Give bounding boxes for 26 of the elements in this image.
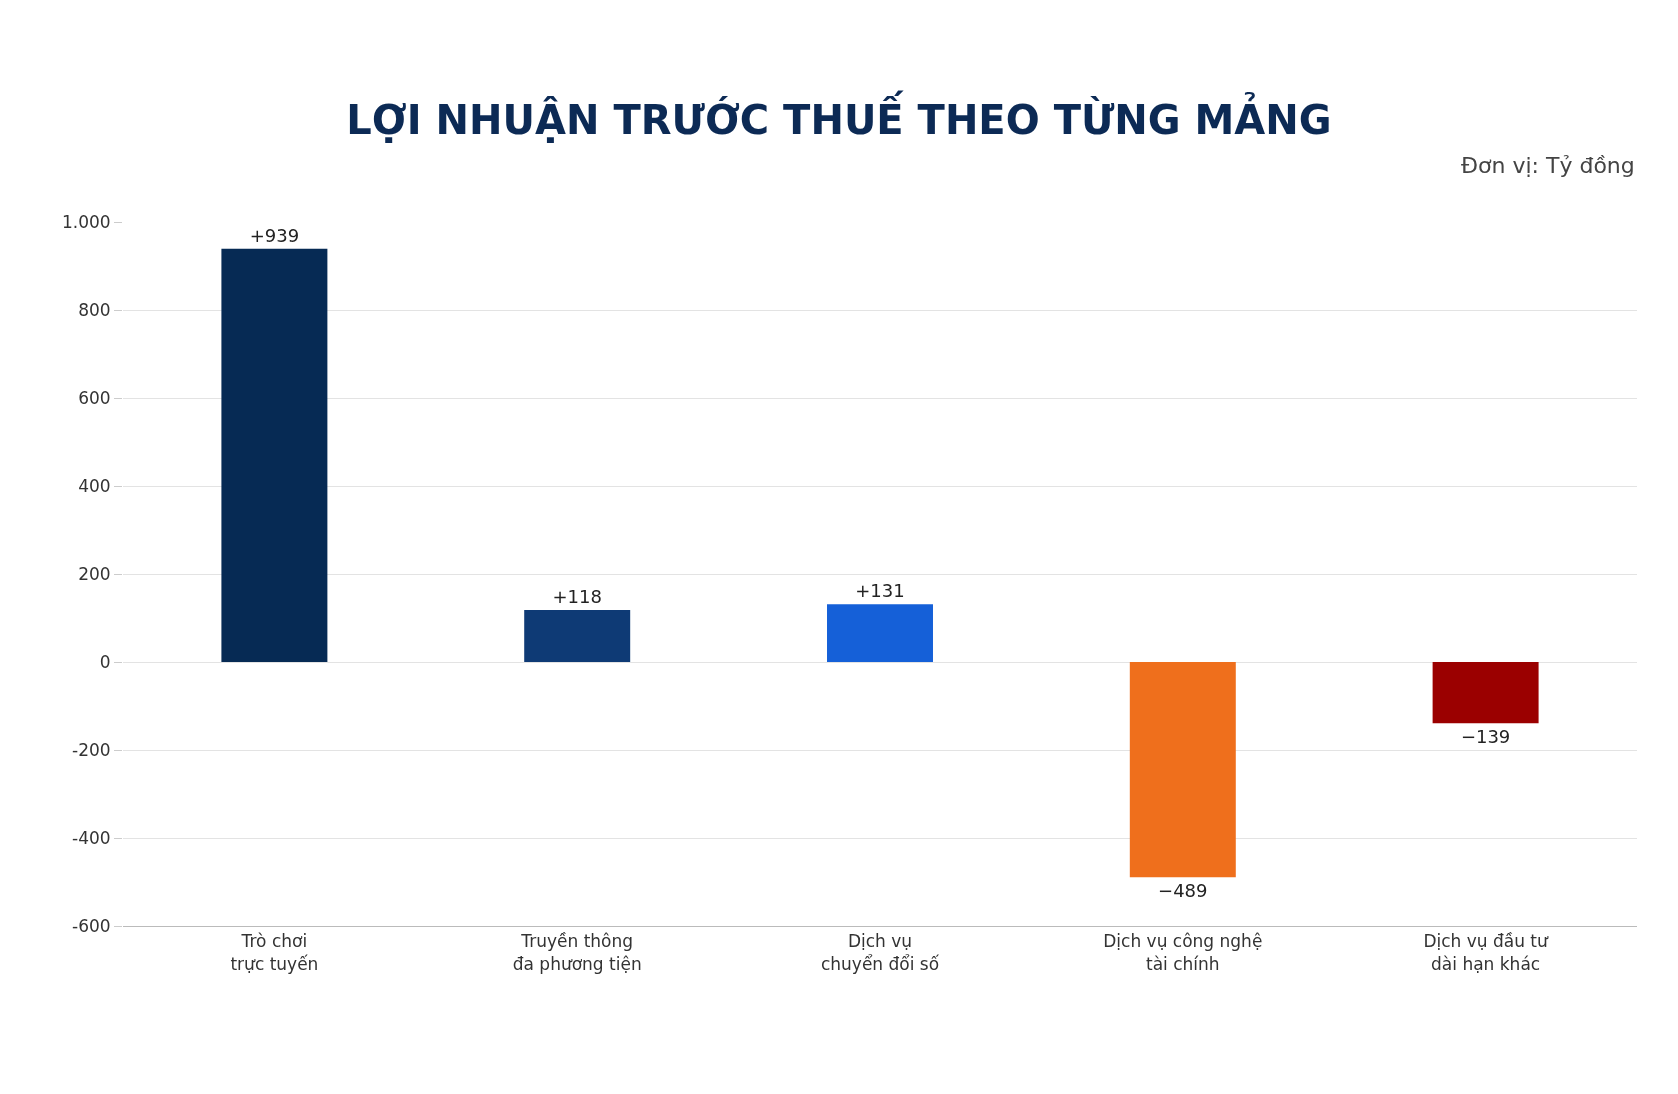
data-label: +131 [855, 580, 905, 602]
y-tick-label: -200 [72, 739, 111, 760]
y-tick-label: 0 [99, 651, 111, 672]
y-tick-label: 1.000 [61, 211, 111, 232]
x-tick-label: Dịch vụ chuyển đổi số [820, 931, 940, 974]
x-tick-label: Dịch vụ đầu tư dài hạn khác [1423, 931, 1550, 974]
data-label: +118 [552, 586, 602, 608]
bar [1129, 662, 1236, 878]
chart-title: LỢI NHUẬN TRƯỚC THUẾ THEO TỪNG MẢNG [346, 90, 1332, 144]
y-tick-label: -600 [72, 915, 111, 936]
data-label: −489 [1158, 880, 1208, 902]
x-tick-label: Dịch vụ công nghệ tài chính [1103, 931, 1263, 974]
data-label: −139 [1460, 726, 1511, 748]
y-tick-label: 400 [78, 475, 111, 496]
data-label: +939 [249, 224, 300, 246]
y-tick-label: 800 [78, 299, 111, 320]
bar [524, 610, 631, 662]
bar [221, 248, 328, 662]
text: Đơn vị: Tỷ đồng [1461, 153, 1635, 178]
bar [1432, 662, 1539, 724]
x-tick-label: Truyền thông đa phương tiện [512, 931, 642, 974]
y-tick-label: 200 [78, 563, 111, 584]
bar [827, 604, 933, 662]
y-tick-label: 600 [78, 387, 111, 408]
x-tick-label: Trò chơi trực tuyến [230, 931, 319, 974]
y-tick-label: -400 [72, 827, 111, 848]
